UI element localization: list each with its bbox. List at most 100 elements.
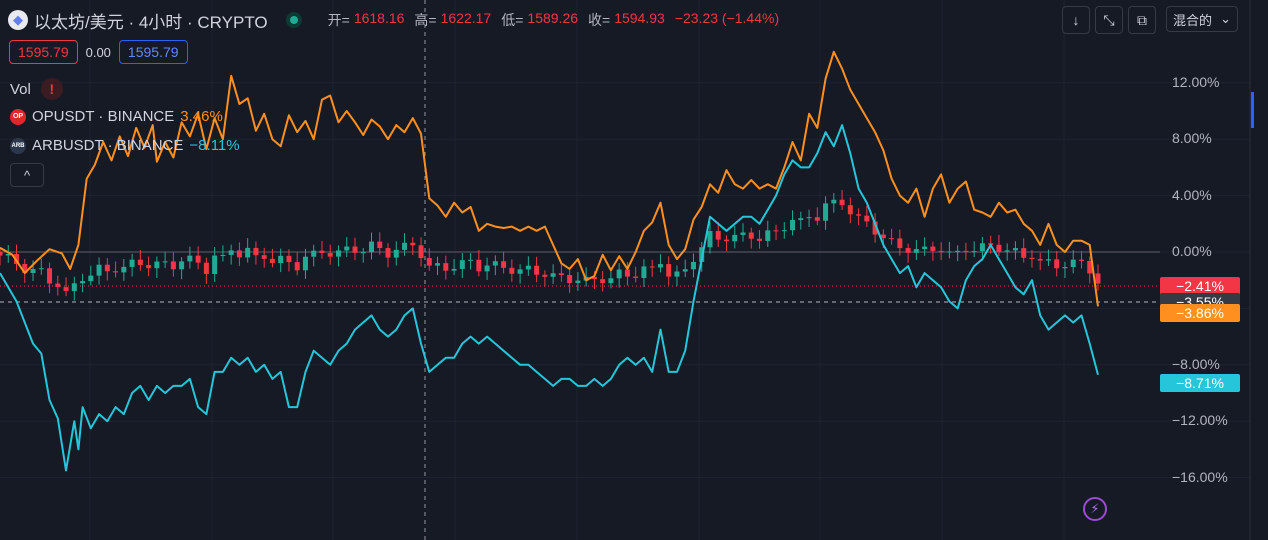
candle-body <box>179 261 185 270</box>
candle-body <box>170 261 176 270</box>
candle-body <box>889 238 895 240</box>
candle-body <box>501 261 507 268</box>
candle-body <box>608 278 614 284</box>
candle-body <box>839 199 845 206</box>
candle-body <box>146 264 152 269</box>
candle-body <box>278 255 284 264</box>
candle-body <box>302 256 308 271</box>
candle-body <box>228 250 234 255</box>
candle-body <box>195 255 201 263</box>
candle-body <box>558 273 564 276</box>
candle-body <box>96 264 102 276</box>
spread-value: 0.00 <box>85 44 111 60</box>
scroll-down-button[interactable]: ↓ <box>1062 6 1090 34</box>
candle-body <box>525 265 531 270</box>
candle-body <box>369 241 375 253</box>
close-label: 收= <box>588 12 611 28</box>
candle-body <box>88 275 94 282</box>
candle-body <box>765 230 771 241</box>
chart-header: ◆ 以太坊/美元 · 4小时 · CRYPTO 开= 1618.16 高= 1622… <box>8 8 785 32</box>
candle-body <box>657 264 663 268</box>
candle-body <box>137 259 143 265</box>
open-value: 1618.16 <box>353 10 405 26</box>
candle-body <box>71 283 77 292</box>
lightning-icon[interactable]: ⚡ <box>1083 497 1107 521</box>
candle-body <box>1078 259 1084 261</box>
legend-op-name: OPUSDT · BINANCE <box>32 108 175 125</box>
legend-arb-name: ARBUSDT · BINANCE <box>32 137 184 154</box>
close-value: 1594.93 <box>614 10 665 26</box>
candle-body <box>856 214 862 216</box>
candle-body <box>1045 259 1051 261</box>
warning-icon[interactable]: ! <box>40 78 63 100</box>
candle-body <box>410 242 416 246</box>
candle-body <box>5 253 11 256</box>
candle-body <box>930 246 936 251</box>
fullscreen-button[interactable]: ⤡ <box>1095 6 1123 34</box>
candle-body <box>732 234 738 242</box>
candle-body <box>1054 259 1060 269</box>
candle-body <box>327 253 333 257</box>
candle-body <box>517 269 523 274</box>
candle-body <box>393 249 399 258</box>
series-line-opusdt <box>0 50 1099 307</box>
legend-arb[interactable]: ARB ARBUSDT · BINANCE −8.11% <box>10 137 240 154</box>
candle-body <box>30 268 36 274</box>
candle-body <box>113 271 119 273</box>
candle-body <box>649 266 655 268</box>
candle-body <box>534 265 540 275</box>
candle-body <box>979 243 985 252</box>
candle-body <box>468 259 474 261</box>
candle-body <box>104 264 110 272</box>
candle-body <box>831 199 837 204</box>
candle-body <box>790 220 796 231</box>
legend-op[interactable]: OP OPUSDT · BINANCE 3.46% <box>10 108 223 125</box>
candle-body <box>426 258 432 266</box>
candle-body <box>435 263 441 266</box>
buy-button[interactable]: 1595.79 <box>118 40 188 64</box>
sell-button[interactable]: 1595.79 <box>9 40 78 64</box>
market-status-icon[interactable] <box>285 12 302 28</box>
candle-body <box>311 250 317 257</box>
candle-body <box>1004 250 1010 252</box>
candle-body <box>22 263 28 274</box>
candle-body <box>781 230 787 232</box>
candle-body <box>963 250 969 252</box>
candle-body <box>377 241 383 249</box>
candle-body <box>492 261 498 266</box>
candle-body <box>212 255 218 274</box>
candle-body <box>1021 248 1027 258</box>
candle-body <box>129 259 135 267</box>
ohlc-values: 开= 1618.16 高= 1622.17 低= 1589.26 收= 1594.93 … <box>328 10 785 30</box>
candle-body <box>344 246 350 251</box>
collapse-legend-button[interactable]: ^ <box>10 163 44 187</box>
candle-body <box>121 266 127 273</box>
legend-op-value: 3.46% <box>180 108 223 125</box>
candle-body <box>80 281 86 284</box>
candle-body <box>261 255 267 259</box>
candle-body <box>682 269 688 272</box>
candle-body <box>955 250 961 252</box>
scale-mode-select[interactable]: 混合的 ⌄ <box>1166 6 1238 32</box>
candle-body <box>748 232 754 239</box>
scale-mode-label: 混合的 <box>1173 12 1213 28</box>
candle-body <box>220 254 226 256</box>
candle-body <box>922 246 928 250</box>
symbol-title[interactable]: 以太坊/美元 · 4小时 · CRYPTO <box>34 12 268 32</box>
candle-body <box>319 250 325 254</box>
volume-legend[interactable]: Vol ! <box>10 78 63 100</box>
candle-body <box>38 268 44 270</box>
candle-body <box>690 261 696 270</box>
candle-body <box>476 259 482 272</box>
candle-body <box>913 249 919 253</box>
snapshot-button[interactable]: ⧉ <box>1128 6 1156 34</box>
candle-body <box>1087 260 1093 274</box>
candle-body <box>1029 257 1035 259</box>
high-value: 1622.17 <box>440 10 492 26</box>
y-axis-tick: 12.00% <box>1172 73 1220 90</box>
candle-body <box>47 268 53 284</box>
candle-body <box>1012 248 1018 251</box>
candle-body <box>335 250 341 257</box>
candle-body <box>823 203 829 221</box>
